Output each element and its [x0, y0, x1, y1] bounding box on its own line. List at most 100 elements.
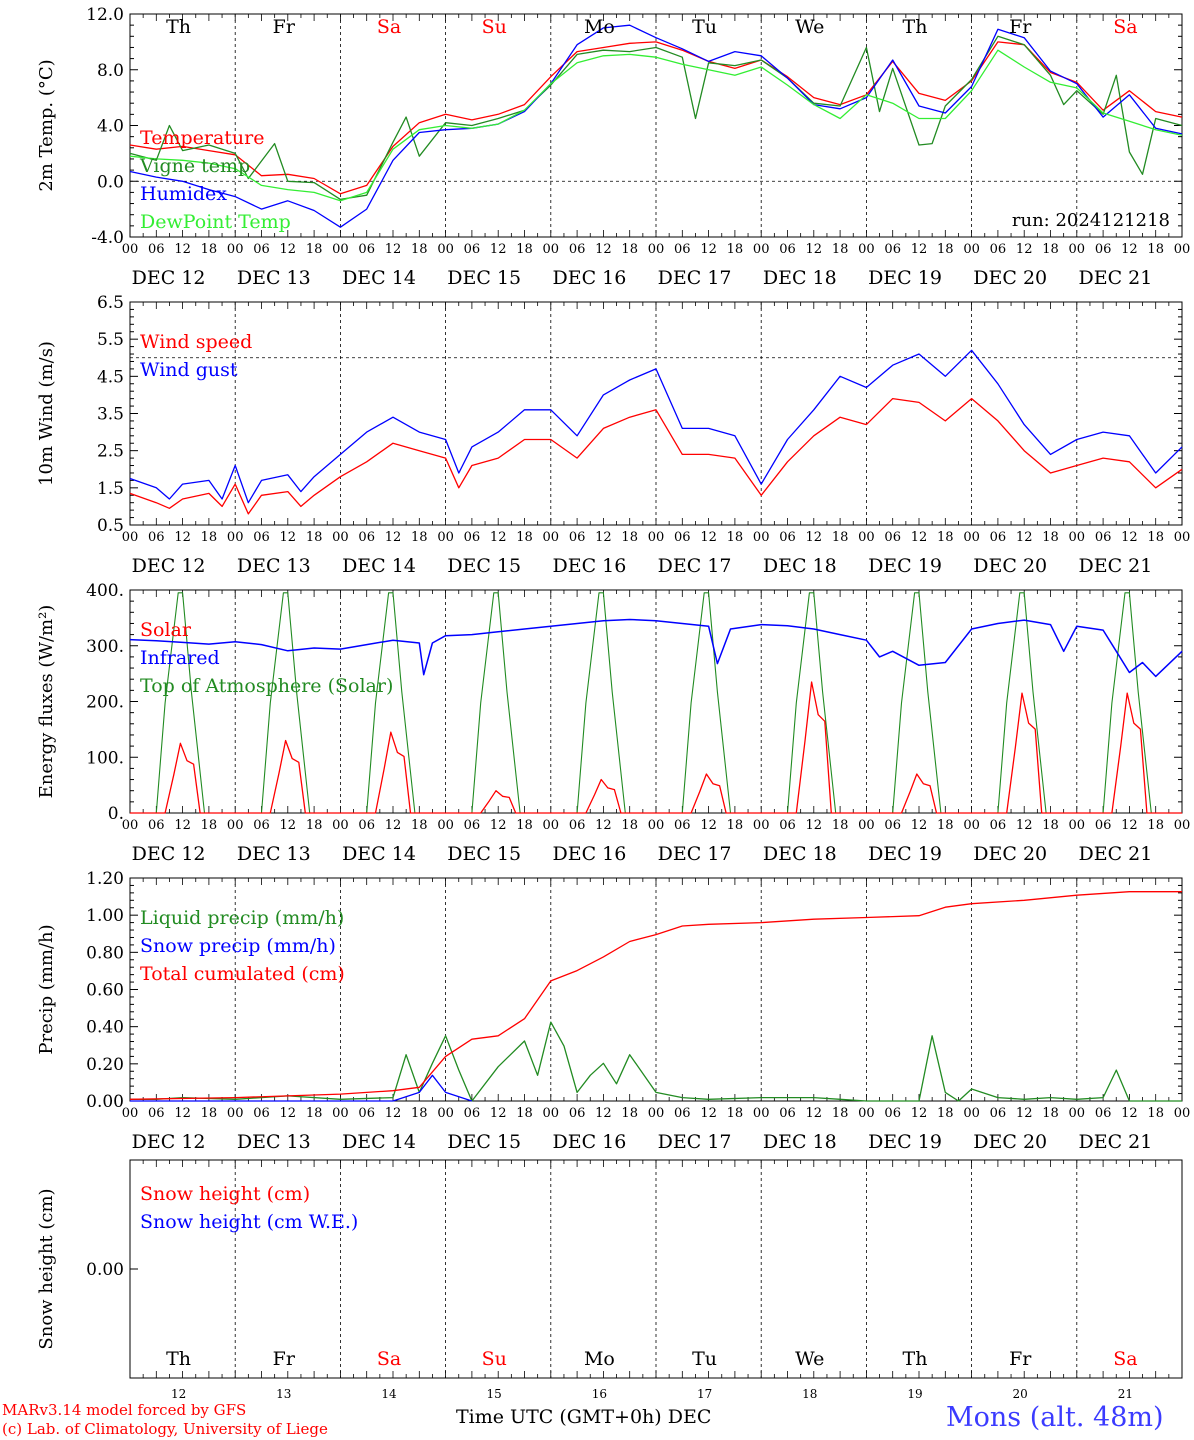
hour-tick-label: 00: [1069, 530, 1086, 545]
legend-entry: Snow height (cm W.E.): [140, 1211, 358, 1233]
day-name-label: Sa: [1113, 1348, 1137, 1370]
hour-tick-label: 18: [201, 1106, 218, 1121]
day-number-label: 21: [1118, 1387, 1133, 1401]
hour-tick-label: 12: [174, 818, 191, 833]
model-credit-line1: MARv3.14 model forced by GFS: [2, 1401, 247, 1419]
hour-tick-label: 12: [595, 818, 612, 833]
hour-tick-label: 12: [490, 1106, 507, 1121]
hour-tick-label: 00: [858, 242, 875, 257]
hour-tick-label: 06: [358, 242, 375, 257]
day-name-label: Sa: [377, 16, 401, 38]
legend-entry: Vigne temp: [139, 155, 250, 177]
toa-solar-line: [235, 592, 341, 814]
legend-entry: Wind gust: [140, 359, 238, 381]
hour-tick-label: 06: [884, 530, 901, 545]
hour-tick-label: 18: [727, 530, 744, 545]
day-name-label: Th: [166, 1348, 191, 1370]
hour-tick-label: 12: [174, 1106, 191, 1121]
y-tick-label: 0.00: [86, 1260, 124, 1280]
date-label: DEC 18: [763, 555, 837, 577]
hour-tick-label: 00: [753, 242, 770, 257]
hour-tick-label: 00: [963, 530, 980, 545]
y-tick-label: 5.5: [97, 330, 124, 350]
date-label: DEC 13: [237, 843, 311, 865]
date-label: DEC 18: [763, 843, 837, 865]
hour-tick-label: 00: [437, 530, 454, 545]
panel-energy: 0. 100. 200. 300. 400. Energy fluxes (W/m²) 00…: [36, 581, 1190, 865]
hour-tick-label: 00: [437, 242, 454, 257]
hour-tick-label: 18: [411, 530, 428, 545]
hour-tick-label: 18: [201, 530, 218, 545]
y-axis-label: 10m Wind (m/s): [36, 341, 57, 486]
y-tick-label: 0.: [108, 804, 124, 824]
series-line-total-cumulated-cm-: [129, 891, 1182, 1100]
date-label: DEC 16: [552, 555, 626, 577]
hour-tick-label: 18: [306, 242, 323, 257]
date-label: DEC 20: [973, 1131, 1047, 1153]
date-label: DEC 21: [1078, 267, 1152, 289]
panel-wind: 0.5 1.5 2.5 3.5 4.5 5.5 6.5 10m Wind (m/s) 00 06 1…: [36, 293, 1190, 577]
hour-tick-label: 12: [280, 530, 297, 545]
hour-tick-label: 12: [490, 530, 507, 545]
hour-tick-label: 12: [700, 530, 717, 545]
hour-tick-label: 12: [700, 818, 717, 833]
hour-tick-label: 00: [543, 530, 560, 545]
hour-tick-label: 12: [1016, 530, 1033, 545]
date-label: DEC 12: [132, 267, 206, 289]
legend-entry: Wind speed: [140, 331, 252, 353]
hour-tick-label: 18: [306, 818, 323, 833]
y-tick-label: 0.60: [86, 981, 124, 1001]
hour-tick-label: 00: [753, 1106, 770, 1121]
hour-tick-label: 06: [358, 818, 375, 833]
hour-tick-label: 18: [621, 242, 638, 257]
y-tick-label: 6.5: [97, 293, 124, 313]
date-label: DEC 19: [868, 843, 942, 865]
hour-tick-label: 12: [700, 1106, 717, 1121]
hour-tick-label: 06: [253, 1106, 270, 1121]
hour-tick-label: 12: [1016, 242, 1033, 257]
hour-tick-label: 06: [884, 242, 901, 257]
hour-tick-label: 12: [595, 1106, 612, 1121]
hour-tick-label: 18: [1147, 1106, 1164, 1121]
date-label: DEC 13: [237, 555, 311, 577]
y-axis-label: 2m Temp. (°C): [36, 59, 57, 191]
hour-tick-label: 18: [411, 242, 428, 257]
hour-tick-label: 00: [963, 818, 980, 833]
hour-tick-label: 12: [700, 242, 717, 257]
day-number-label: 12: [171, 1387, 186, 1401]
hour-tick-label: 12: [1121, 818, 1138, 833]
hour-tick-label: 06: [674, 1106, 691, 1121]
hour-tick-label: 06: [358, 1106, 375, 1121]
hour-tick-label: 12: [911, 242, 928, 257]
hour-tick-label: 18: [201, 818, 218, 833]
date-label: DEC 21: [1078, 1131, 1152, 1153]
x-axis-month: DEC: [667, 1406, 712, 1428]
hour-tick-label: 18: [411, 1106, 428, 1121]
hour-tick-label: 06: [569, 1106, 586, 1121]
hour-tick-label: 00: [437, 1106, 454, 1121]
series-line-liquid-precip-mm-h-: [130, 1021, 1182, 1102]
toa-solar-line: [971, 592, 1077, 814]
hour-tick-label: 00: [648, 530, 665, 545]
hour-tick-label: 06: [674, 818, 691, 833]
hour-tick-label: 18: [937, 242, 954, 257]
hour-tick-label: 12: [911, 818, 928, 833]
hour-tick-label: 06: [779, 530, 796, 545]
hour-tick-label: 18: [306, 1106, 323, 1121]
hour-tick-label: 12: [490, 242, 507, 257]
date-label: DEC 18: [763, 267, 837, 289]
hour-tick-label: 00: [543, 818, 560, 833]
y-axis-label: Energy fluxes (W/m²): [36, 605, 57, 799]
series-line-snow-precip-mm-h-: [130, 1074, 473, 1102]
run-label: run: 2024121218: [1012, 210, 1170, 231]
hour-tick-label: 06: [148, 530, 165, 545]
y-tick-label: 0.00: [86, 1092, 124, 1112]
hour-tick-label: 18: [1147, 530, 1164, 545]
date-label: DEC 21: [1078, 843, 1152, 865]
infrared-line: [129, 618, 1183, 678]
day-name-label: Th: [166, 16, 191, 38]
hour-tick-label: 00: [648, 242, 665, 257]
hour-tick-label: 00: [122, 818, 139, 833]
series-line-temperature: [129, 41, 1183, 195]
